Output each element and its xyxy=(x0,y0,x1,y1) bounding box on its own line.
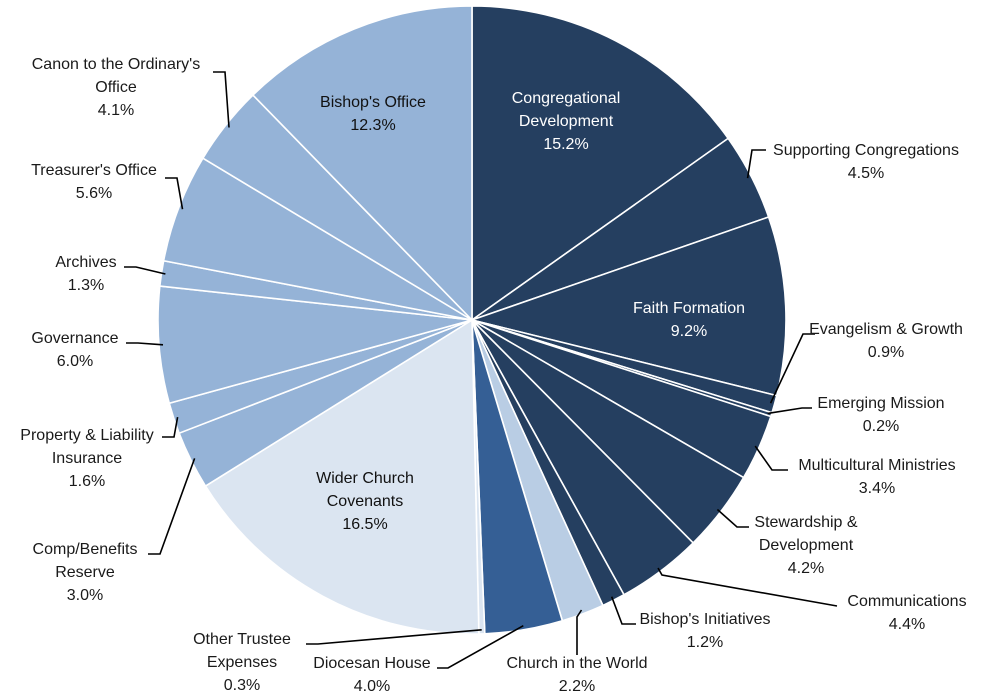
slice-label-bishop-s-initiatives: Bishop's Initiatives 1.2% xyxy=(639,611,770,651)
slice-value-text: 4.1% xyxy=(98,102,134,119)
slice-value-text: 6.0% xyxy=(57,353,93,370)
slice-value-text: 2.2% xyxy=(559,678,595,695)
slice-name-text: Other Trustee xyxy=(193,631,291,648)
slice-label-emerging-mission: Emerging Mission 0.2% xyxy=(817,395,944,435)
slice-label-comp-benefits-reserve: Comp/Benefits Reserve 3.0% xyxy=(33,541,138,604)
slice-name-text: Covenants xyxy=(327,493,404,510)
slice-label-supporting-congregations: Supporting Congregations 4.5% xyxy=(773,142,959,182)
slice-congregational-development xyxy=(471,5,729,321)
slice-label-governance: Governance 6.0% xyxy=(31,330,118,370)
leader-line-bishop-s-initiatives xyxy=(610,596,636,625)
slice-name-text: Church in the World xyxy=(506,655,647,672)
slice-value-text: 9.2% xyxy=(671,323,707,340)
slice-name-text: Comp/Benefits xyxy=(33,541,138,558)
leader-line-diocesan-house xyxy=(437,625,524,669)
slice-label-property-and-liability-insurance: Property & Liability Insurance 1.6% xyxy=(20,427,153,490)
slice-name-text: Bishop's Office xyxy=(320,94,426,111)
slice-label-treasurer-s-office: Treasurer's Office 5.6% xyxy=(31,162,157,202)
slice-name-text: Wider Church xyxy=(316,470,414,487)
slice-name-text: Reserve xyxy=(55,564,115,581)
slice-value-text: 1.2% xyxy=(687,634,723,651)
slice-name-text: Diocesan House xyxy=(313,655,431,672)
slice-name-text: Bishop's Initiatives xyxy=(639,611,770,628)
slice-value-text: 0.3% xyxy=(224,677,260,694)
slice-label-diocesan-house: Diocesan House 4.0% xyxy=(313,655,431,695)
slice-value-text: 3.4% xyxy=(859,480,895,497)
slice-label-canon-to-the-ordinary-s-office: Canon to the Ordinary's Office 4.1% xyxy=(32,56,200,119)
slice-label-communications: Communications 4.4% xyxy=(847,593,966,633)
slice-name-text: Evangelism & Growth xyxy=(809,321,963,338)
slice-value-text: 0.9% xyxy=(868,344,904,361)
slice-label-faith-formation: Faith Formation 9.2% xyxy=(633,300,745,340)
slice-value-text: 1.3% xyxy=(68,277,104,294)
slice-name-text: Stewardship & xyxy=(754,514,857,531)
slice-name-text: Office xyxy=(95,79,137,96)
slice-name-text: Treasurer's Office xyxy=(31,162,157,179)
leader-line-canon-to-the-ordinary-s-office xyxy=(213,71,230,128)
slice-labels: Congregational Development 15.2% Supporting… xyxy=(20,56,966,695)
slice-bishop-s-office xyxy=(252,5,473,321)
slice-name-text: Faith Formation xyxy=(633,300,745,317)
slice-value-text: 0.2% xyxy=(863,418,899,435)
slice-name-text: Canon to the Ordinary's xyxy=(32,56,200,73)
slice-label-multicultural-ministries: Multicultural Ministries 3.4% xyxy=(798,457,955,497)
slice-name-text: Development xyxy=(519,113,614,130)
leader-line-stewardship-and-development xyxy=(716,508,749,528)
leader-line-church-in-the-world xyxy=(576,609,583,655)
slice-name-text: Communications xyxy=(847,593,966,610)
leader-line-comp-benefits-reserve xyxy=(148,458,196,555)
leader-line-emerging-mission xyxy=(767,407,812,415)
slice-value-text: 4.4% xyxy=(889,616,925,633)
slice-value-text: 3.0% xyxy=(67,587,103,604)
slice-name-text: Property & Liability xyxy=(20,427,153,444)
slice-name-text: Archives xyxy=(55,254,116,271)
slice-label-church-in-the-world: Church in the World 2.2% xyxy=(506,655,647,695)
slice-value-text: 12.3% xyxy=(350,117,395,134)
slice-label-wider-church-covenants: Wider Church Covenants 16.5% xyxy=(316,470,414,533)
leader-lines xyxy=(124,71,838,669)
slice-value-text: 4.5% xyxy=(848,165,884,182)
leader-line-other-trustee-expenses xyxy=(306,629,482,645)
slice-name-text: Insurance xyxy=(52,450,122,467)
slice-label-bishop-s-office: Bishop's Office 12.3% xyxy=(320,94,426,134)
slice-label-stewardship-and-development: Stewardship & Development 4.2% xyxy=(754,514,857,577)
slice-label-congregational-development: Congregational Development 15.2% xyxy=(512,90,621,153)
leader-line-evangelism-and-growth xyxy=(769,333,815,404)
slice-value-text: 16.5% xyxy=(342,516,387,533)
leader-line-communications xyxy=(657,567,838,607)
leader-line-supporting-congregations xyxy=(746,149,766,179)
slice-label-evangelism-and-growth: Evangelism & Growth 0.9% xyxy=(809,321,963,361)
slice-label-other-trustee-expenses: Other Trustee Expenses 0.3% xyxy=(193,631,291,694)
slice-value-text: 4.2% xyxy=(788,560,824,577)
slice-value-text: 5.6% xyxy=(76,185,112,202)
slice-value-text: 15.2% xyxy=(543,136,588,153)
leader-line-archives xyxy=(124,266,166,275)
leader-line-governance xyxy=(126,342,164,346)
slice-value-text: 4.0% xyxy=(354,678,390,695)
slice-name-text: Multicultural Ministries xyxy=(798,457,955,474)
leader-line-treasurer-s-office xyxy=(165,177,184,210)
slice-name-text: Supporting Congregations xyxy=(773,142,959,159)
slice-label-archives: Archives 1.3% xyxy=(55,254,116,294)
slice-name-text: Governance xyxy=(31,330,118,347)
leader-line-property-and-liability-insurance xyxy=(162,416,179,438)
slice-name-text: Expenses xyxy=(207,654,277,671)
slice-name-text: Congregational xyxy=(512,90,621,107)
slice-value-text: 1.6% xyxy=(69,473,105,490)
slice-name-text: Emerging Mission xyxy=(817,395,944,412)
slice-name-text: Development xyxy=(759,537,854,554)
leader-line-multicultural-ministries xyxy=(754,445,788,471)
pie-slices xyxy=(157,5,787,635)
